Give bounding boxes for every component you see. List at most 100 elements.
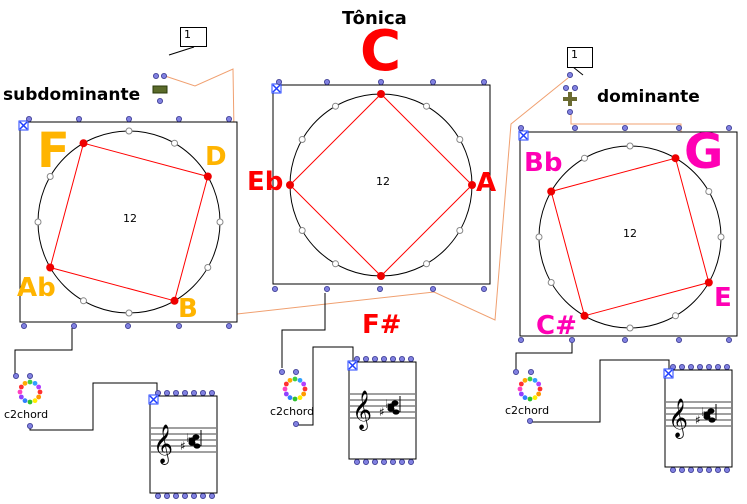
tonic-panel-inlet[interactable]: [480, 79, 487, 86]
staff-box-1-outlet[interactable]: [181, 492, 188, 499]
number-box-right[interactable]: 1: [567, 47, 593, 68]
sub-panel-inlet[interactable]: [175, 116, 182, 123]
staff-box-1-outlet[interactable]: [190, 492, 197, 499]
staff-box-2-inlet[interactable]: [362, 355, 369, 362]
minus-op-outlet[interactable]: [156, 98, 163, 105]
c2chord-inlet[interactable]: [513, 368, 520, 375]
staff-box-2-outlet[interactable]: [380, 458, 387, 465]
sub-wheel-pitch-point-off[interactable]: [80, 297, 87, 305]
tonic-panel-outlet[interactable]: [480, 285, 487, 292]
tonic-wheel-pitch-point-off[interactable]: [456, 227, 464, 234]
sub-wheel-pitch-point-off[interactable]: [216, 218, 224, 226]
tonic-wheel-pitch-point-off[interactable]: [298, 136, 306, 143]
dom-wheel-pitch-point-on[interactable]: [704, 278, 713, 287]
staff-box-2-inlet[interactable]: [371, 355, 378, 362]
staff-box-2-outlet[interactable]: [407, 458, 414, 465]
c2chord-outlet[interactable]: [26, 422, 33, 429]
sub-panel-inlet[interactable]: [225, 116, 232, 123]
staff-box-3-outlet[interactable]: [706, 466, 713, 473]
staff-box-3-inlet[interactable]: [679, 363, 686, 370]
staff-box-2-inlet[interactable]: [398, 355, 405, 362]
sub-panel-inlet[interactable]: [25, 116, 32, 123]
sub-wheel-pitch-point-off[interactable]: [46, 173, 54, 180]
sub-panel-outlet[interactable]: [71, 322, 78, 329]
tonic-panel-outlet[interactable]: [271, 285, 278, 292]
dominant-panel[interactable]: [519, 131, 738, 337]
c2chord-inlet[interactable]: [292, 368, 299, 375]
number-box-left[interactable]: 1: [180, 27, 207, 47]
staff-box-3-inlet[interactable]: [688, 363, 695, 370]
staff-box-1[interactable]: [149, 395, 218, 494]
dom-panel-outlet[interactable]: [676, 336, 683, 343]
staff-box-3-outlet[interactable]: [724, 466, 731, 473]
sub-wheel-pitch-point-on[interactable]: [46, 263, 55, 272]
dom-panel-inlet[interactable]: [622, 125, 629, 132]
dom-wheel-pitch-point-on[interactable]: [671, 154, 680, 163]
staff-box-2-inlet[interactable]: [389, 355, 396, 362]
tonic-wheel-pitch-point-on[interactable]: [286, 181, 294, 189]
c2chord-outlet[interactable]: [292, 420, 299, 427]
x-close-icon[interactable]: [18, 120, 29, 131]
dom-panel-outlet[interactable]: [569, 336, 576, 343]
staff-box-1-inlet[interactable]: [163, 389, 170, 396]
sub-wheel-pitch-point-off[interactable]: [125, 309, 133, 317]
minus-op-inlet[interactable]: [160, 73, 167, 80]
staff-box-3-inlet[interactable]: [724, 363, 731, 370]
plus-op-inlet[interactable]: [567, 72, 574, 79]
dom-panel-outlet[interactable]: [622, 336, 629, 343]
c2chord-inlet[interactable]: [12, 372, 19, 379]
staff-box-2-inlet[interactable]: [380, 355, 387, 362]
c2chord-inlet[interactable]: [26, 372, 33, 379]
staff-box-1-outlet[interactable]: [199, 492, 206, 499]
staff-box-1-outlet[interactable]: [163, 492, 170, 499]
dom-wheel-pitch-point-off[interactable]: [581, 154, 588, 162]
dom-panel-outlet[interactable]: [518, 336, 525, 343]
sub-wheel-pitch-point-off[interactable]: [171, 139, 178, 147]
sub-panel-outlet[interactable]: [175, 322, 182, 329]
staff-box-3-outlet[interactable]: [679, 466, 686, 473]
staff-box-2-outlet[interactable]: [389, 458, 396, 465]
x-close-icon[interactable]: [347, 360, 358, 371]
staff-box-2-outlet[interactable]: [353, 458, 360, 465]
chord-wheel-icon[interactable]: [282, 376, 308, 402]
sub-wheel-pitch-point-off[interactable]: [204, 264, 212, 271]
dom-panel-inlet[interactable]: [676, 125, 683, 132]
dom-wheel-pitch-point-on[interactable]: [580, 311, 589, 320]
x-close-icon[interactable]: [271, 83, 282, 94]
plus-op-outlet[interactable]: [567, 109, 574, 116]
dom-panel-outlet[interactable]: [726, 336, 733, 343]
staff-box-3-outlet[interactable]: [715, 466, 722, 473]
staff-box-1-inlet[interactable]: [199, 389, 206, 396]
sub-panel-outlet[interactable]: [225, 322, 232, 329]
x-close-icon[interactable]: [663, 368, 674, 379]
sub-wheel-pitch-point-off[interactable]: [34, 218, 42, 226]
staff-box-3[interactable]: [664, 369, 733, 468]
staff-box-3-inlet[interactable]: [697, 363, 704, 370]
sub-panel-outlet[interactable]: [125, 322, 132, 329]
dom-wheel-pitch-point-off[interactable]: [672, 312, 679, 320]
staff-box-3-inlet[interactable]: [706, 363, 713, 370]
chord-wheel-icon[interactable]: [17, 379, 43, 405]
sub-panel-inlet[interactable]: [76, 116, 83, 123]
staff-box-3-outlet[interactable]: [688, 466, 695, 473]
dom-wheel-pitch-point-off[interactable]: [547, 279, 555, 286]
staff-box-1-outlet[interactable]: [208, 492, 215, 499]
staff-box-1-outlet[interactable]: [154, 492, 161, 499]
tonic-wheel-pitch-point-off[interactable]: [298, 227, 306, 234]
dom-wheel-pitch-point-off[interactable]: [626, 142, 634, 150]
staff-box-1-inlet[interactable]: [208, 389, 215, 396]
tonic-wheel-pitch-point-off[interactable]: [423, 102, 430, 110]
dom-panel-inlet[interactable]: [572, 125, 579, 132]
plus-op-inlet[interactable]: [563, 85, 570, 92]
sub-wheel-pitch-point-on[interactable]: [79, 139, 88, 148]
tonic-panel-outlet[interactable]: [376, 285, 383, 292]
dom-wheel-pitch-point-off[interactable]: [717, 233, 725, 241]
tonic-wheel-pitch-point-on[interactable]: [468, 181, 476, 189]
x-close-icon[interactable]: [518, 130, 529, 141]
plus-operator-icon[interactable]: [563, 92, 577, 106]
tonic-wheel-pitch-point-off[interactable]: [332, 260, 339, 268]
c2chord-inlet[interactable]: [278, 368, 285, 375]
minus-operator-icon[interactable]: [152, 85, 168, 94]
tonic-panel-outlet[interactable]: [323, 285, 330, 292]
staff-box-1-inlet[interactable]: [181, 389, 188, 396]
